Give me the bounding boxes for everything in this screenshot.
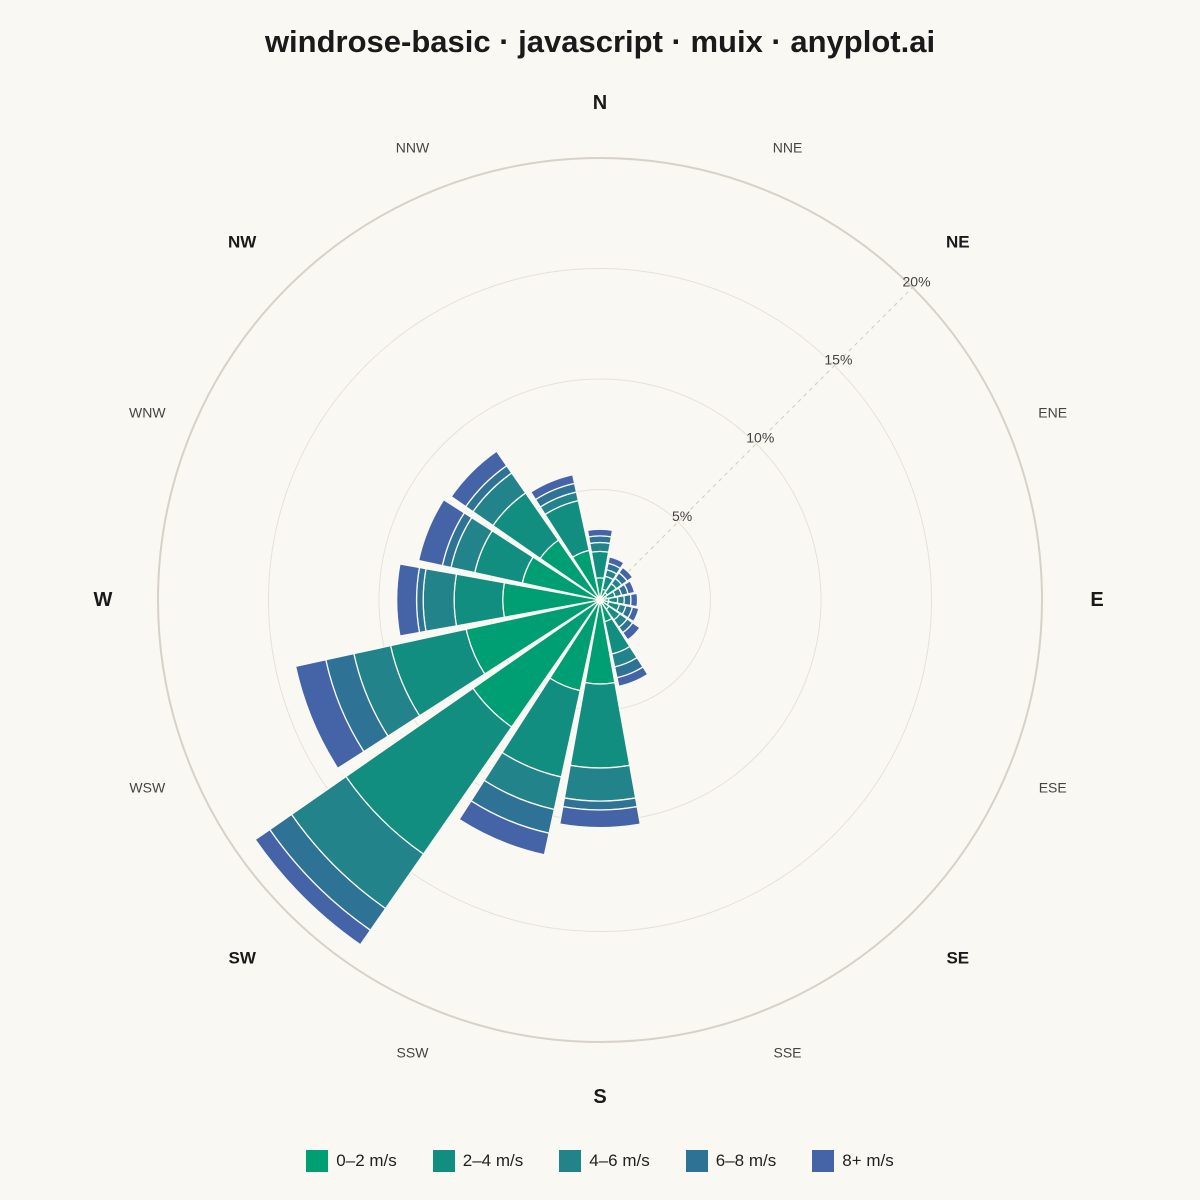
wind-bars (254, 450, 649, 946)
radial-tick-axis (599, 287, 913, 601)
bar-e-speed-5 (629, 592, 639, 608)
bar-group-nw (450, 450, 601, 601)
legend-label: 4–6 m/s (589, 1151, 650, 1170)
radial-tick-label: 5% (672, 508, 692, 524)
legend-swatch (559, 1150, 582, 1172)
bar-group-wsw (294, 599, 601, 769)
direction-label-sw: SW (229, 948, 257, 967)
grid-circle-20 (157, 157, 1043, 1043)
direction-label-nnw: NNW (396, 139, 430, 155)
bar-group-wnw (417, 499, 601, 601)
direction-label-n: N (593, 92, 607, 114)
direction-label-w: W (94, 589, 113, 611)
direction-label-ene: ENE (1038, 404, 1067, 420)
direction-label-wnw: WNW (129, 404, 166, 420)
legend-label: 8+ m/s (842, 1151, 894, 1170)
legend: 0–2 m/s 2–4 m/s 4–6 m/s 6–8 m/s 8+ m/s (0, 1148, 1200, 1174)
legend-swatch (812, 1150, 835, 1172)
bar-group-nnw (530, 474, 601, 601)
bar-group-ssw (458, 599, 601, 856)
direction-label-sse: SSE (774, 1045, 802, 1061)
direction-label-nw: NW (228, 233, 257, 252)
radial-tick-label: 10% (746, 430, 774, 446)
bar-se-speed-5 (622, 622, 641, 641)
bar-n-speed-5 (586, 528, 614, 538)
bar-group-n (586, 528, 614, 601)
legend-swatch (432, 1150, 455, 1172)
direction-label-se: SE (946, 948, 969, 967)
bar-sse-speed-5 (616, 666, 649, 688)
bar-wsw-speed-5 (294, 659, 365, 769)
bar-ne-speed-5 (618, 566, 634, 582)
bar-w-speed-2 (453, 573, 505, 627)
legend-label: 6–8 m/s (715, 1151, 777, 1170)
bar-s-speed-5 (559, 805, 641, 829)
grid-circle-15 (268, 268, 932, 932)
bar-sw-speed-5 (254, 828, 372, 946)
bar-s-speed-3 (563, 764, 637, 802)
bar-ese-speed-5 (627, 606, 640, 623)
legend-label: 2–4 m/s (462, 1151, 524, 1170)
bar-e-speed-4 (623, 593, 632, 607)
chart-title: windrose-basic · javascript · muix · any… (264, 24, 936, 59)
bar-group-sse (599, 599, 649, 688)
bar-nw-speed-5 (450, 450, 508, 508)
bar-group-sw (254, 599, 601, 946)
axis-labels: N NNE NE ENE E ESE SE SSE S SSW SW WSW W WNW NW NNW 5% 10… (94, 92, 1104, 1108)
direction-label-ssw: SSW (397, 1045, 430, 1061)
bar-group-s (559, 599, 641, 829)
direction-label-e: E (1090, 589, 1103, 611)
direction-label-nne: NNE (773, 139, 803, 155)
direction-label-ne: NE (946, 233, 970, 252)
bar-nnw-speed-5 (530, 474, 576, 501)
bar-ssw-speed-5 (458, 800, 550, 856)
legend-swatch (306, 1150, 329, 1172)
bar-n-speed-3 (589, 541, 611, 553)
bar-nne-speed-5 (607, 556, 625, 570)
direction-label-s: S (593, 1086, 606, 1108)
bar-ene-speed-5 (623, 580, 636, 595)
legend-swatch (685, 1150, 708, 1172)
legend-item-3: 4–6 m/s (559, 1150, 650, 1172)
bar-wnw-speed-5 (417, 499, 465, 567)
legend-item-2: 2–4 m/s (432, 1150, 524, 1172)
legend-item-5: 8+ m/s (812, 1150, 894, 1172)
bar-group-ne (599, 566, 634, 601)
bar-w-speed-3 (422, 568, 458, 632)
legend-label: 0–2 m/s (336, 1151, 397, 1170)
bar-group-e (599, 592, 639, 608)
direction-label-wsw: WSW (129, 780, 166, 796)
legend-item-4: 6–8 m/s (685, 1150, 777, 1172)
bar-e-speed-3 (616, 595, 625, 605)
radial-tick-label: 20% (903, 273, 931, 289)
legend-item-1: 0–2 m/s (306, 1150, 397, 1172)
direction-label-ese: ESE (1039, 780, 1067, 796)
bar-w-speed-5 (396, 563, 421, 637)
bar-group-ese (599, 599, 640, 623)
bar-group-se (599, 599, 641, 641)
bar-group-w (396, 563, 601, 637)
radial-tick-label: 15% (824, 352, 852, 368)
